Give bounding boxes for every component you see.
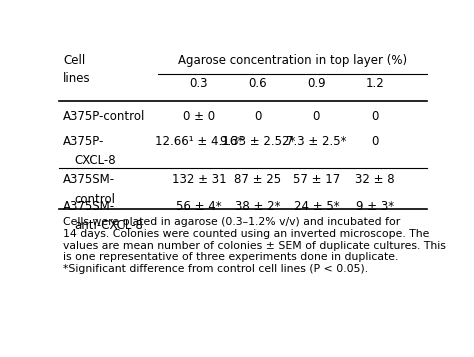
Text: 7.3 ± 2.5*: 7.3 ± 2.5* — [286, 135, 346, 148]
Text: 132 ± 31: 132 ± 31 — [172, 174, 226, 186]
Text: 38 ± 2*: 38 ± 2* — [235, 200, 280, 212]
Text: 0.9: 0.9 — [307, 77, 326, 90]
Text: 0 ± 0: 0 ± 0 — [183, 110, 215, 123]
Text: A375SM-: A375SM- — [63, 174, 115, 186]
Text: 0: 0 — [254, 110, 261, 123]
Text: 9 ± 3*: 9 ± 3* — [356, 200, 394, 212]
Text: anti-CXCL-8: anti-CXCL-8 — [74, 219, 143, 232]
Text: 0.6: 0.6 — [248, 77, 267, 90]
Text: Cell: Cell — [63, 54, 85, 67]
Text: 0: 0 — [372, 110, 379, 123]
Text: CXCL-8: CXCL-8 — [74, 154, 116, 167]
Text: 0.3: 0.3 — [190, 77, 208, 90]
Text: Agarose concentration in top layer (%): Agarose concentration in top layer (%) — [178, 54, 407, 67]
Text: 0: 0 — [313, 110, 320, 123]
Text: 9.33 ± 2.52*: 9.33 ± 2.52* — [220, 135, 295, 148]
Text: 57 ± 17: 57 ± 17 — [293, 174, 340, 186]
Text: 87 ± 25: 87 ± 25 — [234, 174, 281, 186]
Text: 24 ± 5*: 24 ± 5* — [293, 200, 339, 212]
Text: lines: lines — [63, 72, 91, 85]
Text: 1.2: 1.2 — [366, 77, 384, 90]
Text: control: control — [74, 193, 115, 206]
Text: 56 ± 4*: 56 ± 4* — [176, 200, 222, 212]
Text: Cells were plated in agarose (0.3–1.2% v/v) and incubated for
14 days. Colonies : Cells were plated in agarose (0.3–1.2% v… — [63, 217, 446, 274]
Text: A375P-: A375P- — [63, 135, 104, 148]
Text: A375P-control: A375P-control — [63, 110, 146, 123]
Text: A375SM-: A375SM- — [63, 200, 115, 212]
Text: 0: 0 — [372, 135, 379, 148]
Text: 32 ± 8: 32 ± 8 — [356, 174, 395, 186]
Text: 12.66¹ ± 4.16*: 12.66¹ ± 4.16* — [155, 135, 243, 148]
